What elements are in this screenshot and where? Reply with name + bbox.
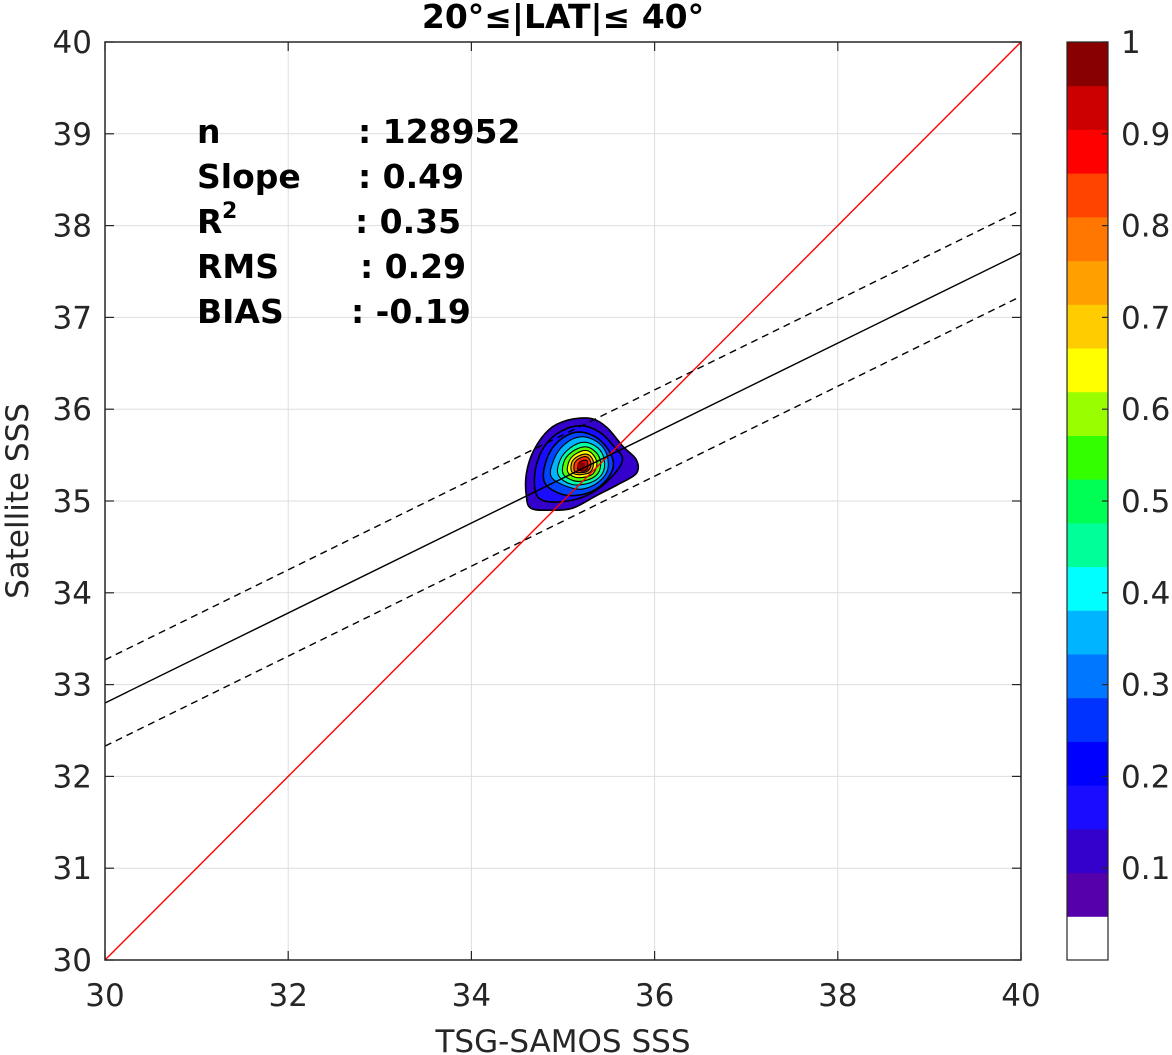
y-axis-label: Satellite SSS — [0, 403, 36, 599]
colorbar-segment — [1067, 260, 1108, 305]
colorbar-segment — [1067, 85, 1108, 130]
colorbar-segment — [1067, 216, 1108, 262]
y-tick-label: 36 — [53, 392, 92, 428]
y-tick-label: 38 — [53, 209, 92, 245]
colorbar-segment — [1067, 741, 1108, 786]
fit-line — [104, 252, 1022, 704]
colorbar-tick-label: 0.5 — [1121, 484, 1170, 520]
colorbar-tick-label: 0.2 — [1121, 759, 1170, 795]
colorbar-segment — [1067, 522, 1108, 568]
colorbar-tick-label: 0.3 — [1121, 668, 1170, 704]
stat-value: : 0.35 — [355, 202, 461, 241]
one-to-one-line — [104, 41, 1022, 961]
stat-value: : 128952 — [358, 112, 520, 151]
y-tick-labels: 30 31 32 33 34 35 36 37 38 39 40 — [53, 25, 92, 979]
colorbar-segment — [1067, 697, 1108, 742]
colorbar-segment — [1067, 479, 1108, 524]
colorbar-segment — [1067, 304, 1108, 349]
y-tick-label: 30 — [53, 943, 92, 979]
stat-label-superscript: 2 — [222, 199, 237, 224]
stat-value: : 0.49 — [358, 157, 464, 196]
stat-label: RMS — [197, 247, 279, 286]
colorbar-segment — [1067, 610, 1108, 655]
colorbar-segment — [1067, 828, 1108, 874]
y-tick-label: 32 — [53, 759, 92, 795]
colorbar-tick-label: 0.6 — [1121, 392, 1170, 428]
fit-upper-line — [104, 209, 1022, 661]
x-tick-label: 30 — [85, 978, 124, 1014]
stat-label: R — [197, 202, 222, 241]
colorbar-segment — [1067, 566, 1108, 611]
colorbar-tick-label: 1 — [1121, 25, 1141, 61]
colorbar-segment — [1067, 348, 1108, 393]
x-tick-label: 38 — [818, 978, 857, 1014]
stats-annotation: n : 128952 Slope : 0.49 R 2 : 0.35 RMS : 0.29 BIA… — [197, 112, 520, 331]
x-tick-label: 36 — [635, 978, 674, 1014]
colorbar-segment — [1067, 435, 1108, 480]
stat-value: : -0.19 — [351, 292, 471, 331]
colorbar-tick-label: 0.9 — [1121, 117, 1170, 153]
colorbar-segment — [1067, 173, 1108, 218]
y-tick-label: 33 — [53, 668, 92, 704]
x-tick-label: 40 — [1001, 978, 1040, 1014]
colorbar-segment — [1067, 391, 1108, 436]
chart-title: 20°≤|LAT|≤ 40° — [422, 0, 704, 36]
y-tick-label: 37 — [53, 300, 92, 336]
fit-lower-line — [104, 295, 1022, 747]
colorbar-tick-label: 0.7 — [1121, 300, 1170, 336]
colorbar: 0.1 0.2 0.3 0.4 0.5 0.6 0.7 0.8 0.9 1 — [1066, 25, 1170, 961]
plot-area — [104, 41, 1022, 961]
y-tick-label: 39 — [53, 117, 92, 153]
stat-label: n — [197, 112, 221, 151]
colorbar-segment — [1067, 654, 1108, 699]
axis-ticks — [104, 41, 1022, 961]
colorbar-segment — [1067, 129, 1108, 174]
colorbar-tick-label: 0.1 — [1121, 851, 1170, 887]
x-tick-label: 32 — [268, 978, 307, 1014]
y-tick-label: 31 — [53, 851, 92, 887]
x-axis-label: TSG-SAMOS SSS — [435, 1024, 691, 1055]
colorbar-segment — [1067, 785, 1108, 830]
y-tick-label: 40 — [53, 25, 92, 61]
stat-label: BIAS — [197, 292, 284, 331]
x-tick-label: 34 — [452, 978, 491, 1014]
colorbar-tick-label: 0.8 — [1121, 209, 1170, 245]
y-tick-label: 34 — [53, 576, 92, 612]
colorbar-segment — [1067, 872, 1108, 917]
colorbar-tick-label: 0.4 — [1121, 576, 1170, 612]
colorbar-segment — [1067, 916, 1108, 961]
regression-lines — [104, 41, 1022, 961]
stat-value: : 0.29 — [360, 247, 466, 286]
colorbar-segment — [1067, 42, 1108, 87]
x-tick-labels: 30 32 34 36 38 40 — [85, 978, 1040, 1014]
stat-label: Slope — [197, 157, 301, 196]
y-tick-label: 35 — [53, 484, 92, 520]
